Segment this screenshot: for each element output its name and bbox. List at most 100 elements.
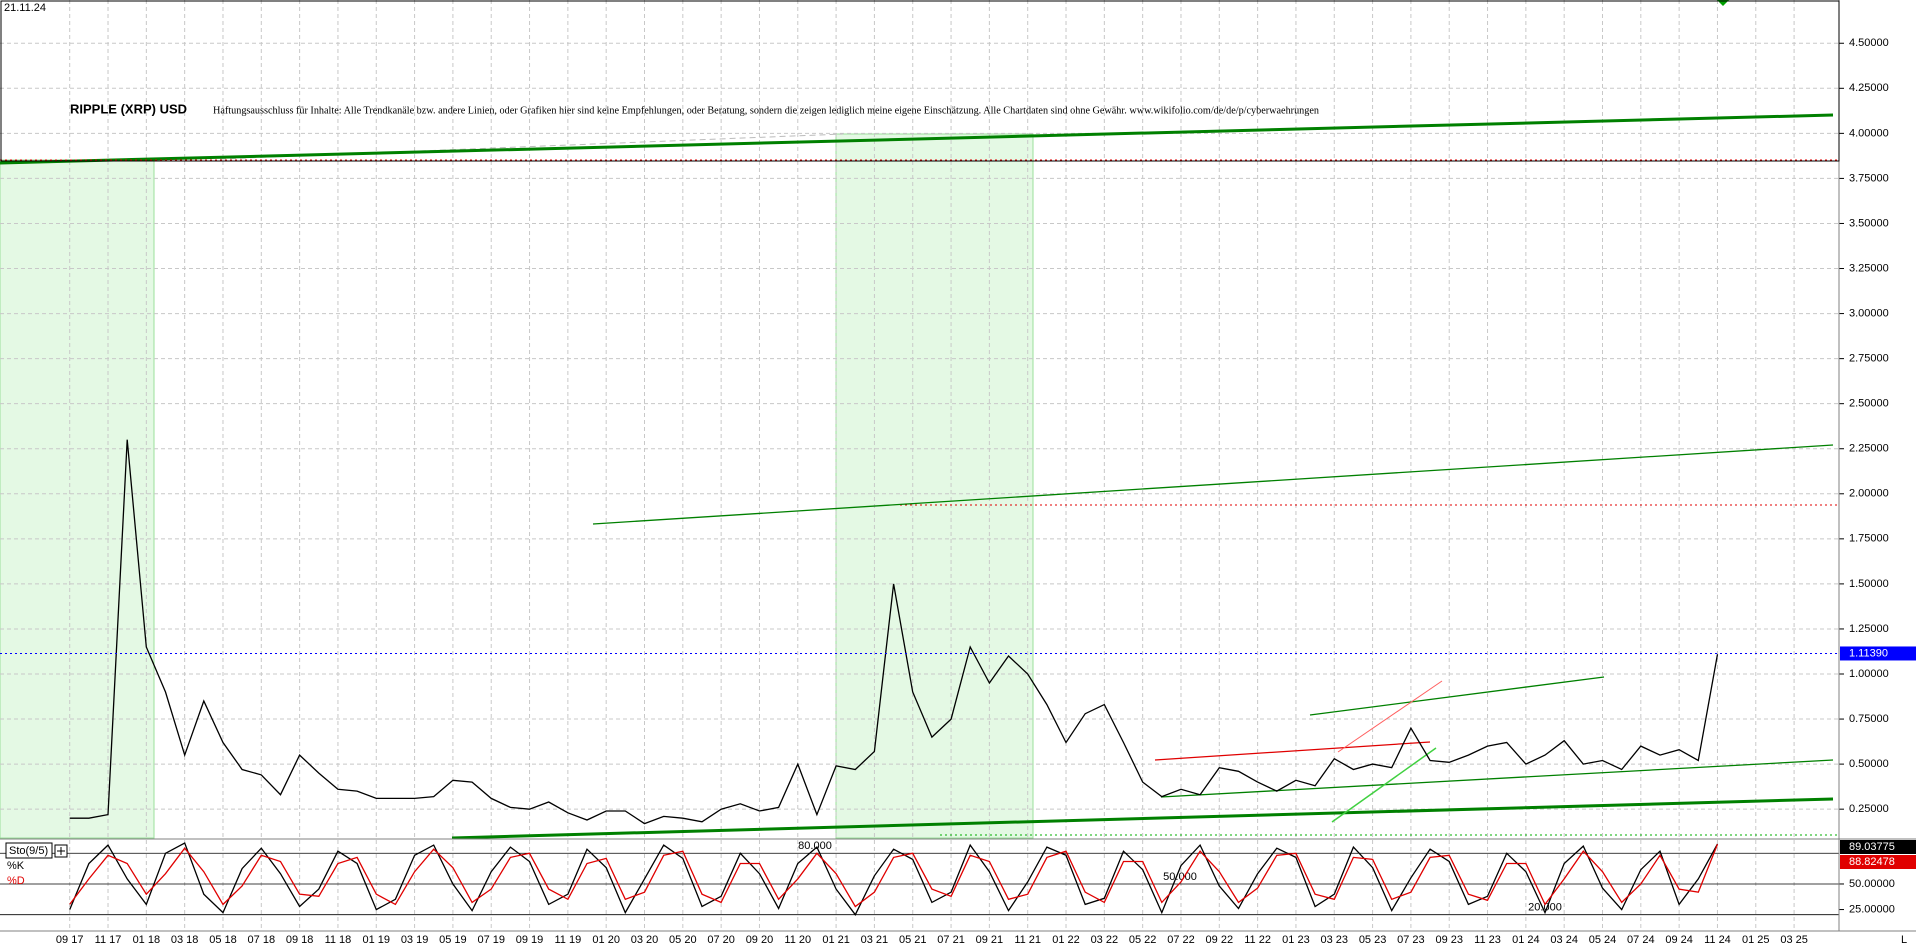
last-value-box xyxy=(1840,840,1916,854)
x-tick-label: 11 19 xyxy=(555,934,582,946)
y-tick-label: 3.50000 xyxy=(1849,217,1889,229)
trendline xyxy=(1154,741,1431,761)
y-tick-label: 2.00000 xyxy=(1849,488,1889,500)
y-tick-label: 3.75000 xyxy=(1849,172,1889,184)
x-tick-label: 03 23 xyxy=(1320,934,1348,946)
x-tick-label: 07 23 xyxy=(1397,934,1425,946)
y-tick-label: 2.25000 xyxy=(1849,443,1889,455)
x-tick-label: 11 18 xyxy=(325,934,352,946)
x-tick-label: 03 22 xyxy=(1091,934,1119,946)
y-tick-label: 3.00000 xyxy=(1849,307,1889,319)
x-tick-label: 05 22 xyxy=(1129,934,1157,946)
indicator-title: Sto(9/5) xyxy=(9,845,48,857)
y-tick-label: 25.00000 xyxy=(1849,903,1895,915)
x-tick-label: 01 21 xyxy=(822,934,850,946)
x-tick-label: 03 20 xyxy=(631,934,659,946)
x-tick-label: 09 22 xyxy=(1206,934,1234,946)
y-tick-label: 50.00000 xyxy=(1849,878,1895,890)
corner-label: L xyxy=(1901,934,1907,946)
y-tick-label: 1.25000 xyxy=(1849,623,1889,635)
disclaimer: Haftungsausschluss für Inhalte: Alle Tre… xyxy=(213,105,1319,116)
x-tick-label: 01 25 xyxy=(1742,934,1770,946)
x-tick-label: 03 18 xyxy=(171,934,199,946)
series-line xyxy=(69,842,1719,916)
y-tick-label: 4.00000 xyxy=(1849,127,1889,139)
x-tick-label: 01 23 xyxy=(1282,934,1310,946)
y-tick-label: 1.50000 xyxy=(1849,578,1889,590)
trendline xyxy=(1309,676,1605,716)
level-label: 20.000 xyxy=(1528,902,1562,914)
zone xyxy=(835,133,1034,839)
x-tick-label: 07 21 xyxy=(937,934,965,946)
header-frame xyxy=(0,0,1840,162)
y-tick-label: 2.50000 xyxy=(1849,398,1889,410)
trendline xyxy=(592,444,1834,525)
x-tick-label: 03 21 xyxy=(861,934,889,946)
x-tick-label: 03 25 xyxy=(1780,934,1808,946)
trendline xyxy=(1331,747,1437,823)
x-tick-label: 09 20 xyxy=(746,934,774,946)
x-tick-label: 09 23 xyxy=(1435,934,1463,946)
x-tick-label: 07 19 xyxy=(477,934,505,946)
level-label: 50.000 xyxy=(1163,871,1197,883)
x-tick-label: 01 18 xyxy=(133,934,161,946)
x-tick-label: 07 22 xyxy=(1167,934,1195,946)
x-tick-label: 01 24 xyxy=(1512,934,1540,946)
trendline xyxy=(1160,759,1834,798)
x-tick-label: 11 23 xyxy=(1474,934,1501,946)
x-tick-label: 11 21 xyxy=(1014,934,1041,946)
add-icon xyxy=(57,847,65,855)
trendlines xyxy=(0,0,1839,840)
legend-label: %D xyxy=(7,875,25,887)
x-tick-label: 05 24 xyxy=(1589,934,1617,946)
x-tick-label: 07 18 xyxy=(248,934,276,946)
indicator-box xyxy=(5,842,53,859)
x-tick-label: 05 20 xyxy=(669,934,697,946)
x-tick-label: 05 21 xyxy=(899,934,927,946)
x-tick-label: 09 18 xyxy=(286,934,314,946)
grid xyxy=(0,0,1839,931)
highlight-zones xyxy=(0,133,1034,839)
last-value-label: 88.82478 xyxy=(1849,856,1895,868)
last-value-box xyxy=(1840,855,1916,869)
x-tick-label: 07 20 xyxy=(707,934,735,946)
level-label: 80.000 xyxy=(798,840,832,852)
y-tick-label: 1.00000 xyxy=(1849,668,1889,680)
x-tick-label: 11 22 xyxy=(1244,934,1271,946)
y-tick-label: 4.25000 xyxy=(1849,82,1889,94)
last-price-label: 1.11390 xyxy=(1849,647,1888,659)
x-tick-label: 09 21 xyxy=(976,934,1004,946)
x-tick-label: 03 24 xyxy=(1550,934,1578,946)
chart-title: RIPPLE (XRP) USD xyxy=(70,101,187,116)
zone xyxy=(0,159,155,839)
last-price-box xyxy=(1840,646,1916,661)
x-tick-label: 09 24 xyxy=(1665,934,1693,946)
plot: 0.25000 0.50000 0.75000 1.00000 1.25000 1.500… xyxy=(0,37,1916,946)
x-tick-label: 11 20 xyxy=(784,934,811,946)
y-tick-label: 4.50000 xyxy=(1849,37,1889,49)
trendline xyxy=(1337,680,1443,753)
y-tick-label: 2.75000 xyxy=(1849,353,1889,365)
series-line xyxy=(69,843,1719,908)
legend-label: %K xyxy=(7,860,25,872)
x-tick-label: 11 24 xyxy=(1704,934,1731,946)
y-tick-label: 0.25000 xyxy=(1849,803,1889,815)
y-tick-label: 1.75000 xyxy=(1849,533,1889,545)
x-tick-label: 05 18 xyxy=(209,934,237,946)
y-tick-label: 0.50000 xyxy=(1849,758,1889,770)
x-tick-label: 01 19 xyxy=(362,934,390,946)
x-tick-label: 07 24 xyxy=(1627,934,1655,946)
x-tick-label: 09 19 xyxy=(516,934,544,946)
y-tick-label: 0.75000 xyxy=(1849,713,1889,725)
series-line xyxy=(69,439,1719,825)
y-tick-label: 3.25000 xyxy=(1849,262,1889,274)
x-tick-label: 09 17 xyxy=(56,934,84,946)
x-tick-label: 05 19 xyxy=(439,934,467,946)
x-tick-label: 01 20 xyxy=(592,934,620,946)
x-tick-label: 05 23 xyxy=(1359,934,1387,946)
trendline xyxy=(0,113,1834,165)
x-tick-label: 01 22 xyxy=(1052,934,1080,946)
trendline xyxy=(451,797,1834,840)
